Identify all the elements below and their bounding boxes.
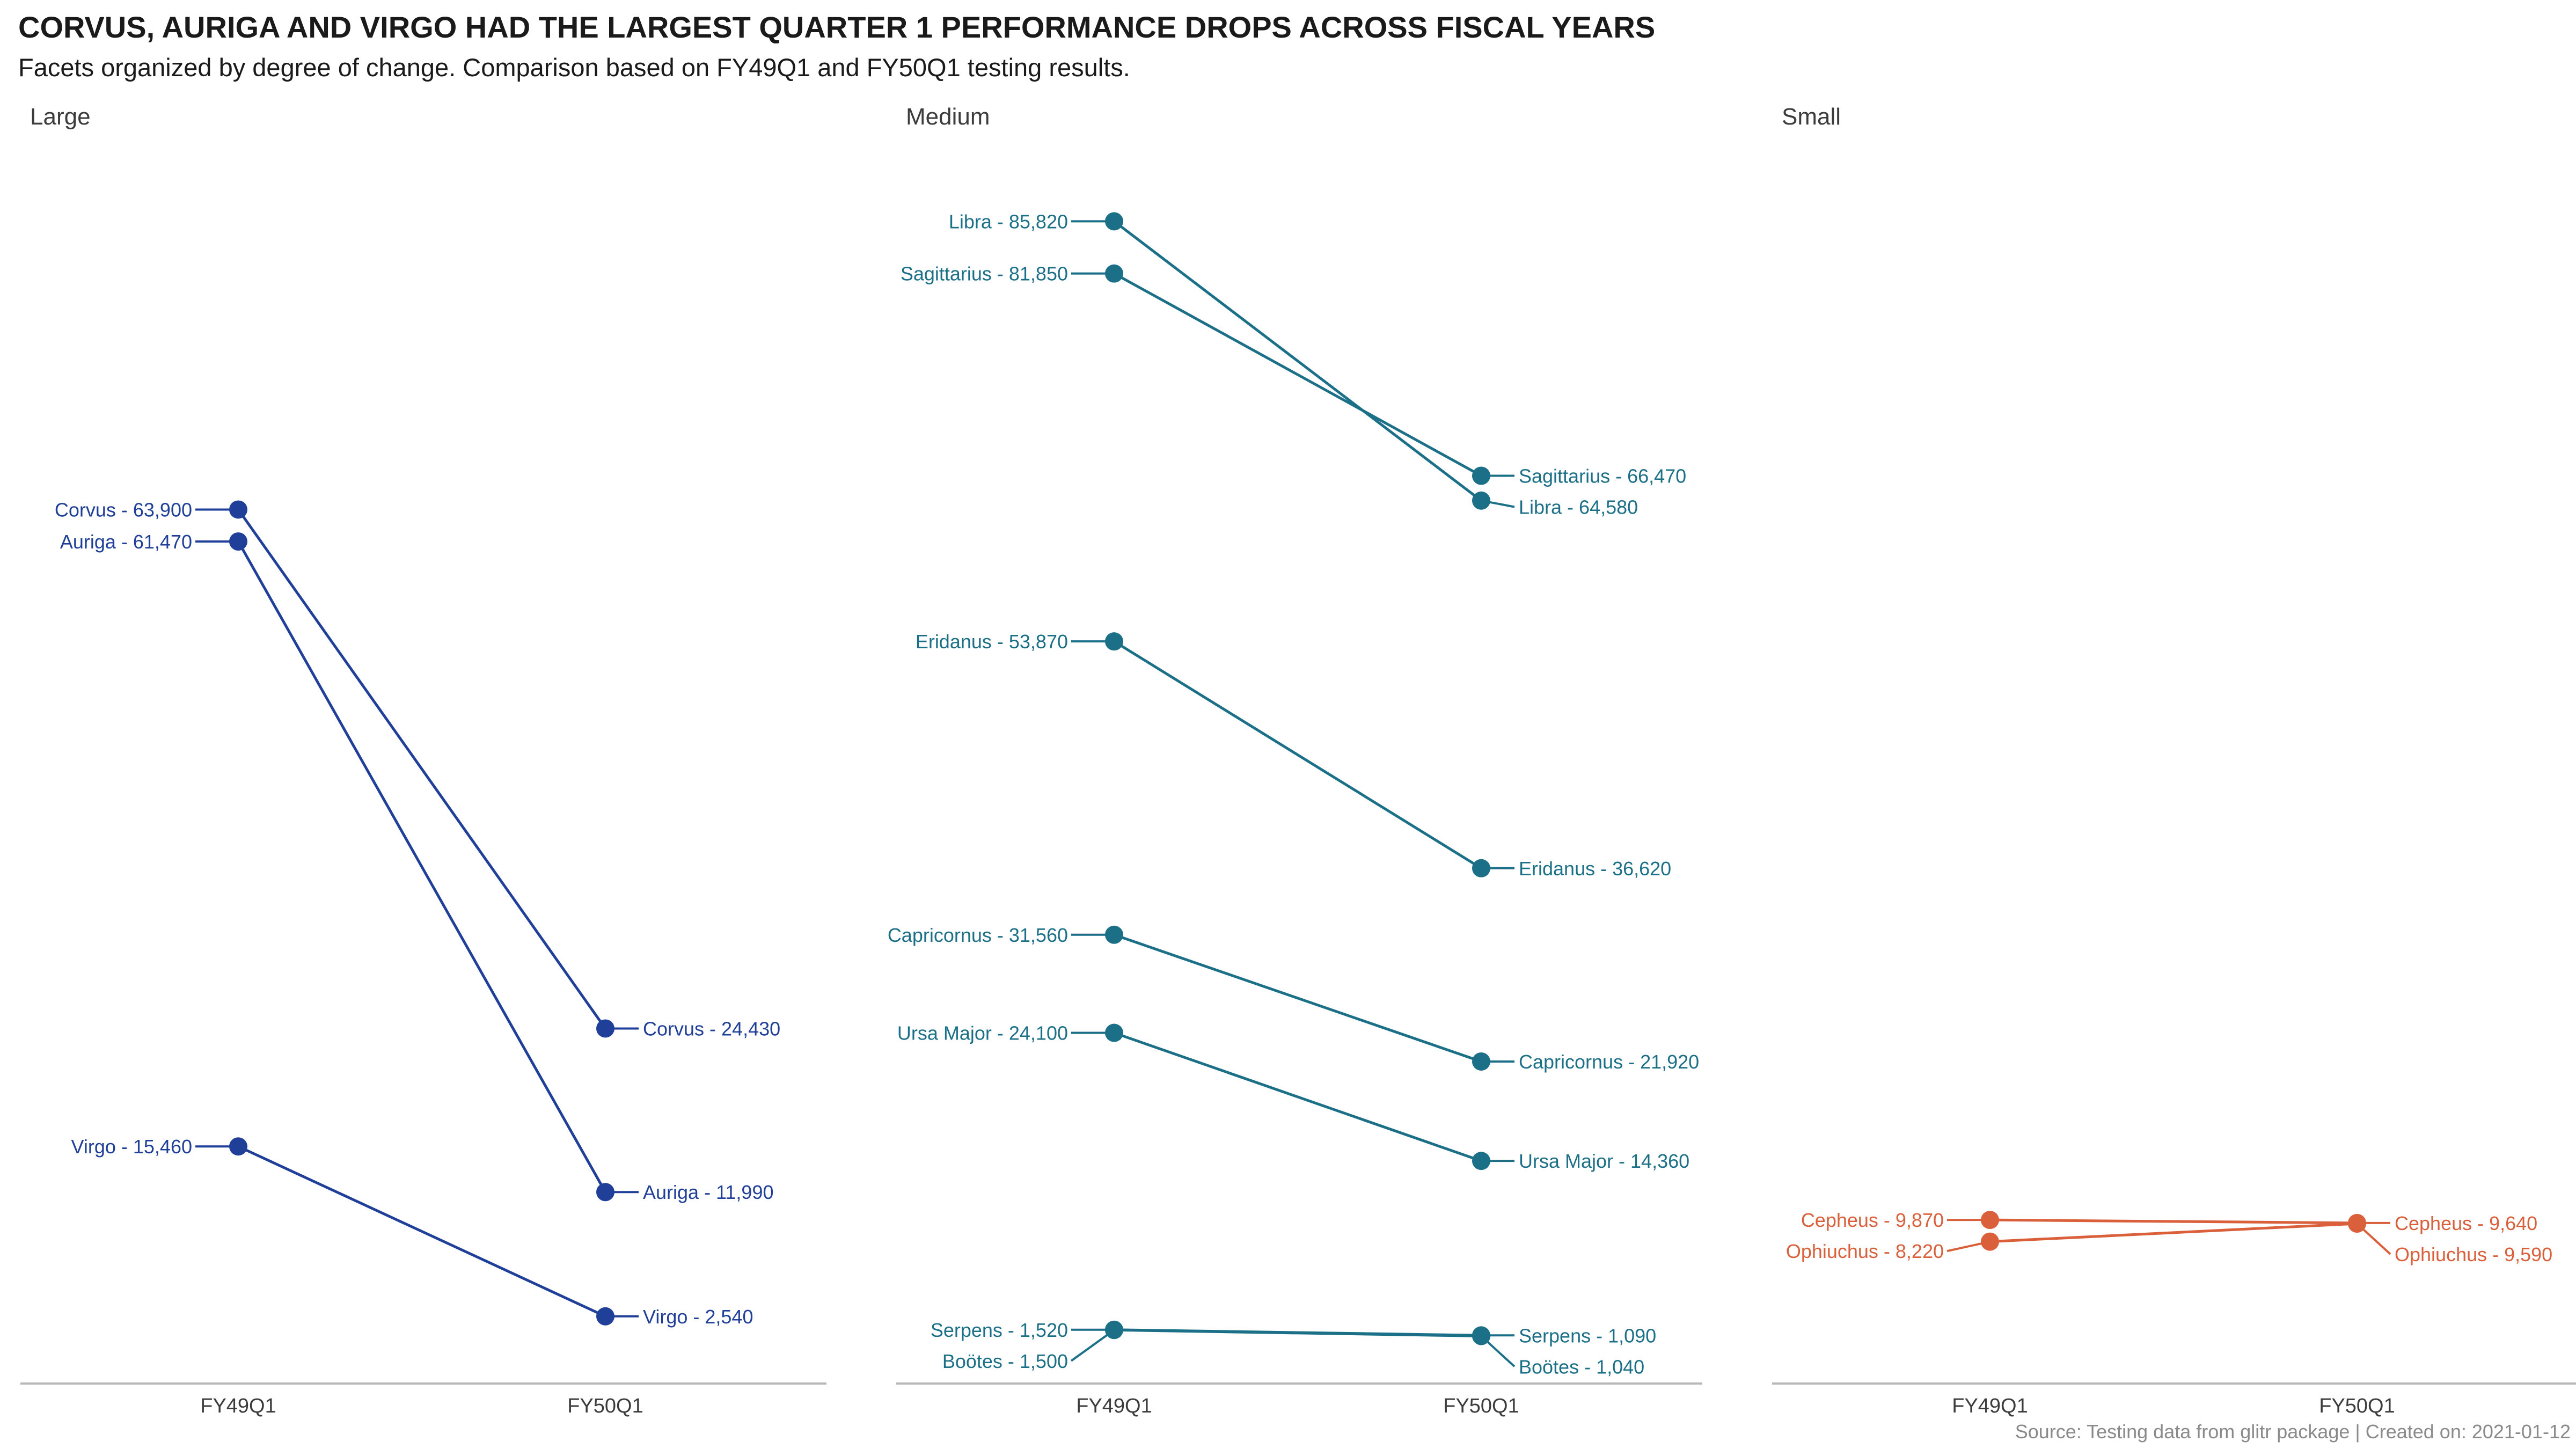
slope-line [1989, 1222, 2358, 1243]
series-auriga: Auriga - 61,470 Auriga - 11,990 [60, 531, 774, 1203]
data-label: Boötes - 1,040 [1519, 1356, 1644, 1378]
series-bo-tes: Boötes - 1,500 Boötes - 1,040 [942, 1321, 1644, 1378]
x-tick-label: FY49Q1 [1952, 1395, 2028, 1417]
series-corvus: Corvus - 63,900 Corvus - 24,430 [55, 499, 780, 1040]
data-point [229, 500, 247, 519]
data-label: Libra - 85,820 [949, 210, 1068, 232]
slope-line [1114, 1031, 1482, 1162]
data-label: Serpens - 1,090 [1519, 1324, 1656, 1346]
data-label: Sagittarius - 81,850 [901, 263, 1068, 285]
data-label: Virgo - 15,460 [71, 1136, 193, 1158]
data-label: Cepheus - 9,640 [2395, 1212, 2537, 1234]
data-point [2348, 1214, 2366, 1233]
data-point [1105, 1023, 1123, 1042]
data-point [596, 1183, 614, 1202]
data-point [1472, 1327, 1490, 1345]
data-label: Corvus - 63,900 [55, 499, 192, 521]
data-point [1472, 466, 1490, 485]
slope-line [1114, 933, 1482, 1063]
data-point [1472, 491, 1490, 510]
data-label: Serpens - 1,520 [931, 1319, 1068, 1341]
data-label: Capricornus - 21,920 [1519, 1051, 1699, 1073]
data-label: Eridanus - 36,620 [1519, 858, 1671, 880]
slope-line [237, 509, 607, 1029]
series-eridanus: Eridanus - 53,870 Eridanus - 36,620 [916, 631, 1671, 880]
facet-label: Large [30, 104, 91, 130]
data-label: Cepheus - 9,870 [1801, 1209, 1944, 1231]
slope-line [1989, 1218, 2358, 1225]
facet-label: Medium [906, 104, 990, 130]
data-point [1472, 1052, 1490, 1071]
slope-line [1114, 1328, 1482, 1338]
data-label: Ophiuchus - 8,220 [1786, 1240, 1944, 1262]
data-point [229, 532, 247, 551]
data-point [1981, 1211, 1999, 1230]
data-point [1472, 859, 1490, 877]
series-libra: Libra - 85,820 Libra - 64,580 [949, 210, 1638, 518]
slope-line [1113, 220, 1482, 502]
data-point [229, 1137, 247, 1156]
facet-label: Small [1782, 104, 1841, 130]
x-tick-label: FY50Q1 [567, 1395, 643, 1417]
data-point [596, 1307, 614, 1326]
data-label: Capricornus - 31,560 [888, 924, 1068, 946]
data-label: Auriga - 61,470 [60, 531, 192, 553]
x-tick-label: FY50Q1 [1443, 1395, 1519, 1417]
data-point [596, 1019, 614, 1038]
slope-line [1113, 272, 1482, 477]
x-tick-label: FY50Q1 [2319, 1395, 2395, 1417]
x-tick-label: FY49Q1 [200, 1395, 276, 1417]
data-label: Auriga - 11,990 [643, 1181, 774, 1203]
data-point [1105, 925, 1123, 944]
data-label: Ophiuchus - 9,590 [2395, 1243, 2552, 1265]
data-label: Eridanus - 53,870 [916, 631, 1068, 653]
x-tick-label: FY49Q1 [1076, 1395, 1152, 1417]
data-label: Corvus - 24,430 [643, 1018, 780, 1040]
data-point [1105, 632, 1123, 651]
data-label: Ursa Major - 24,100 [897, 1022, 1068, 1044]
chart-subtitle: Facets organized by degree of change. Co… [18, 53, 1130, 82]
series-ursa-major: Ursa Major - 24,100 Ursa Major - 14,360 [897, 1022, 1689, 1173]
chart-caption: Source: Testing data from glitr package … [2015, 1421, 2571, 1443]
series-sagittarius: Sagittarius - 81,850 Sagittarius - 66,470 [901, 263, 1686, 487]
series-ophiuchus: Ophiuchus - 8,220 Ophiuchus - 9,590 [1786, 1214, 2552, 1265]
data-point [1105, 264, 1123, 283]
series-cepheus: Cepheus - 9,870 Cepheus - 9,640 [1801, 1209, 2537, 1234]
data-label: Libra - 64,580 [1519, 496, 1638, 518]
data-label: Ursa Major - 14,360 [1519, 1150, 1689, 1172]
data-point [1105, 1321, 1123, 1340]
data-point [1472, 1152, 1490, 1170]
series-virgo: Virgo - 15,460 Virgo - 2,540 [71, 1136, 753, 1328]
data-point [1105, 212, 1123, 231]
data-point [1981, 1232, 1999, 1251]
slope-line [237, 1145, 606, 1318]
chart-title: CORVUS, AURIGA AND VIRGO HAD THE LARGEST… [18, 10, 1655, 44]
data-label: Virgo - 2,540 [643, 1306, 753, 1328]
slope-line [1113, 640, 1482, 869]
slope-line [237, 540, 607, 1193]
data-label: Sagittarius - 66,470 [1519, 465, 1686, 487]
series-capricornus: Capricornus - 31,560 Capricornus - 21,920 [888, 924, 1699, 1073]
data-label: Boötes - 1,500 [942, 1350, 1068, 1372]
